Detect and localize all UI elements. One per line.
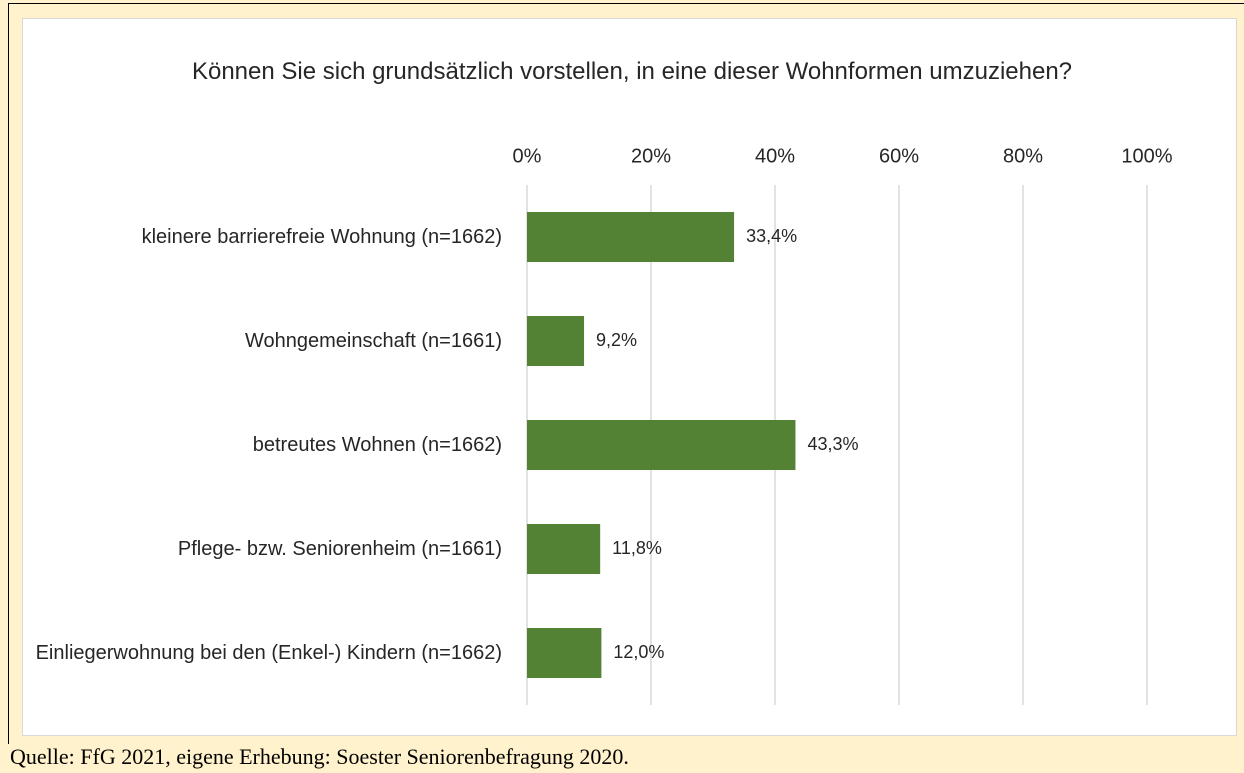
chart-area	[22, 18, 1237, 736]
x-tick-label: 0%	[513, 145, 542, 167]
y-tick-label: Wohngemeinschaft (n=1661)	[244, 329, 502, 352]
y-tick-label-box: Pflege- bzw. Seniorenheim (n=1661)	[20, 519, 502, 579]
bar	[527, 316, 585, 366]
value-label: 33,4%	[746, 226, 797, 246]
y-tick-label-box: kleinere barrierefreie Wohnung (n=1662)	[20, 207, 502, 267]
value-label: 9,2%	[596, 330, 637, 350]
y-tick-label-box: betreutes Wohnen (n=1662)	[20, 415, 502, 475]
bar	[527, 212, 735, 262]
value-label: 43,3%	[807, 434, 858, 454]
bar	[527, 524, 601, 574]
y-tick-label: betreutes Wohnen (n=1662)	[252, 433, 502, 456]
x-tick-label: 100%	[1121, 145, 1172, 167]
bar	[527, 420, 796, 470]
y-tick-label: Pflege- bzw. Seniorenheim (n=1661)	[177, 537, 502, 560]
y-tick-label: Einliegerwohnung bei den (Enkel-) Kinder…	[35, 641, 502, 664]
x-tick-label: 20%	[631, 145, 671, 167]
source: Quelle: FfG 2021, eigene Erhebung: Soest…	[10, 744, 629, 769]
y-tick-label-box: Einliegerwohnung bei den (Enkel-) Kinder…	[20, 623, 502, 683]
x-tick-label: 60%	[879, 145, 919, 167]
y-tick-label-box: Wohngemeinschaft (n=1661)	[20, 311, 502, 371]
x-tick-label: 80%	[1003, 145, 1043, 167]
chart-title: Können Sie sich grundsätzlich vorstellen…	[191, 58, 1073, 85]
bar	[527, 628, 602, 678]
value-label: 11,8%	[612, 538, 662, 558]
x-tick-label: 40%	[755, 145, 795, 167]
y-tick-label: kleinere barrierefreie Wohnung (n=1662)	[141, 225, 502, 248]
value-label: 12,0%	[613, 642, 664, 662]
frame	[8, 3, 1244, 744]
